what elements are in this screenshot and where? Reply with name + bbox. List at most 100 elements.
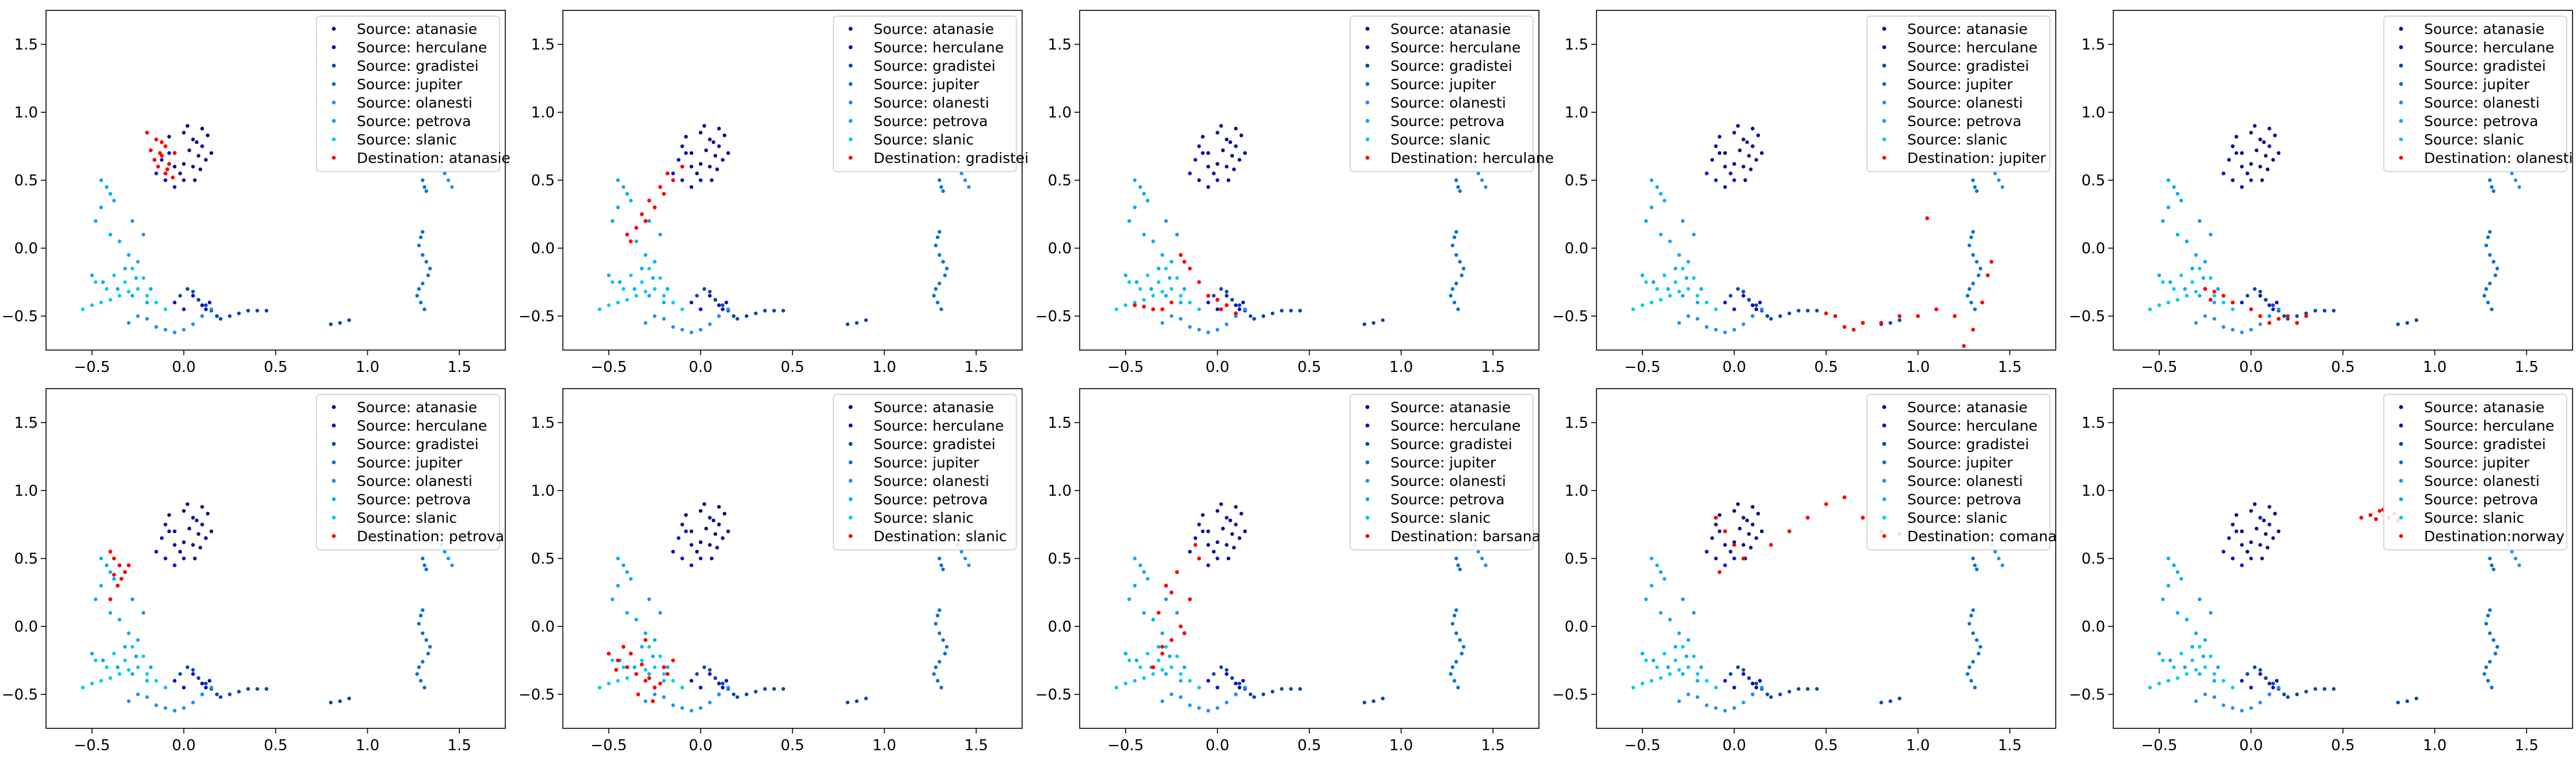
source-point	[1655, 185, 1659, 189]
source-point	[607, 681, 611, 686]
legend-marker	[1882, 119, 1887, 123]
source-point	[2490, 686, 2494, 690]
source-point	[721, 536, 725, 540]
destination-point	[2276, 317, 2281, 321]
legend-entry: Source: herculane	[1390, 39, 1521, 56]
source-point	[724, 301, 729, 305]
source-point	[1736, 665, 1740, 670]
y-tick-label: 0.0	[2082, 618, 2105, 636]
source-point	[1160, 321, 1164, 325]
source-point	[632, 665, 637, 670]
legend-marker	[1365, 137, 1370, 142]
source-point	[2484, 665, 2489, 670]
source-point	[1796, 309, 1801, 313]
source-point	[2273, 511, 2277, 516]
source-point	[1279, 687, 1284, 691]
source-point	[185, 287, 189, 291]
destination-point	[2377, 509, 2382, 513]
source-point	[939, 686, 943, 690]
source-point	[640, 658, 644, 663]
source-point	[1978, 267, 1983, 271]
source-point	[1298, 309, 1302, 313]
source-point	[1723, 709, 1727, 713]
source-point	[1699, 665, 1704, 670]
source-point	[2484, 287, 2489, 291]
source-point	[185, 124, 189, 128]
source-point	[1681, 219, 1685, 223]
source-point	[2482, 672, 2486, 676]
source-point	[634, 240, 638, 244]
destination-point	[643, 219, 648, 223]
source-point	[708, 668, 712, 672]
source-point	[1456, 185, 1460, 189]
x-tick-label: 0.5	[1814, 737, 1838, 754]
source-point	[1662, 273, 1667, 278]
source-point	[1973, 686, 1977, 690]
destination-point	[1175, 570, 1179, 574]
source-point	[2322, 309, 2327, 313]
source-point	[1160, 253, 1164, 257]
source-point	[684, 529, 688, 533]
y-tick-label: 1.0	[1048, 482, 1072, 500]
legend-entry: Source: jupiter	[1390, 76, 1496, 93]
source-point	[1225, 322, 1229, 326]
legend-entry: Source: olanesti	[1390, 94, 1506, 111]
source-point	[2240, 563, 2244, 567]
source-point	[1787, 311, 1792, 316]
legend-marker	[1365, 460, 1370, 465]
destination-point	[1741, 556, 1746, 561]
y-tick-label: 1.5	[1048, 36, 1072, 54]
source-point	[1965, 672, 1969, 676]
source-point	[1659, 233, 1663, 237]
destination-point	[2304, 314, 2308, 318]
source-point	[424, 638, 428, 642]
points-layer	[597, 124, 971, 335]
source-point	[1677, 631, 1681, 636]
source-point	[2488, 253, 2492, 257]
source-point	[721, 303, 725, 307]
source-point	[178, 294, 182, 298]
y-tick-label: 1.0	[1565, 104, 1588, 121]
source-point	[2172, 563, 2176, 567]
source-point	[680, 556, 684, 561]
source-point	[689, 563, 693, 567]
source-point	[182, 706, 186, 710]
source-point	[2234, 513, 2239, 517]
source-point	[2258, 543, 2262, 547]
source-point	[1742, 165, 1746, 169]
destination-point	[2203, 287, 2208, 291]
destination-point	[616, 658, 620, 663]
source-point	[2274, 301, 2279, 305]
source-point	[610, 658, 615, 663]
source-point	[173, 330, 177, 335]
source-point	[173, 563, 177, 567]
legend-marker	[1365, 478, 1370, 483]
source-point	[680, 178, 684, 183]
legend-marker	[1365, 515, 1370, 520]
source-point	[1134, 658, 1139, 663]
source-point	[651, 654, 655, 659]
source-point	[191, 138, 195, 142]
legend	[316, 394, 500, 550]
source-point	[1649, 679, 1653, 683]
source-point	[2258, 672, 2262, 676]
y-tick-label: 0.5	[1048, 172, 1072, 189]
source-point	[2221, 172, 2226, 176]
source-point	[2271, 536, 2275, 540]
source-point	[209, 686, 214, 690]
source-point	[726, 151, 730, 155]
source-point	[145, 301, 149, 305]
x-tick-label: −0.5	[590, 359, 627, 376]
source-point	[200, 144, 204, 149]
source-point	[130, 267, 135, 271]
destination-point	[1224, 303, 1229, 307]
source-point	[1732, 706, 1736, 710]
source-point	[108, 611, 112, 615]
source-point	[182, 178, 186, 183]
source-point	[1705, 703, 1709, 708]
source-point	[2231, 307, 2235, 311]
source-point	[159, 536, 164, 540]
source-point	[662, 672, 666, 676]
source-point	[2249, 162, 2253, 166]
source-point	[2488, 631, 2492, 636]
